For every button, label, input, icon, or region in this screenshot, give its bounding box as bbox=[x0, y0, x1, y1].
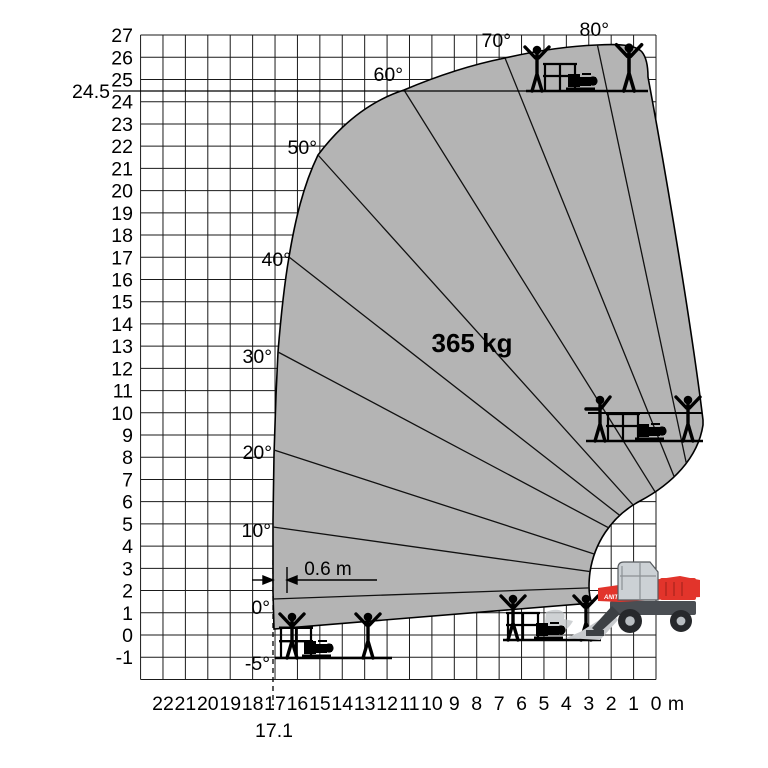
y-tick-label: 7 bbox=[122, 469, 133, 491]
boom-angle-label: 20° bbox=[243, 442, 273, 464]
x-tick-label: 9 bbox=[449, 693, 460, 715]
y-tick-label: 4 bbox=[122, 536, 133, 558]
y-tick-label: 5 bbox=[122, 514, 133, 536]
y-tick-label: 8 bbox=[122, 447, 133, 469]
x-tick-label: 16 bbox=[287, 693, 309, 715]
y-axis-ticks: 2726252423222120191817161514131211109876… bbox=[111, 25, 133, 669]
y-tick-label: 1 bbox=[122, 603, 133, 625]
x-tick-label: 18 bbox=[242, 693, 264, 715]
offset-dimension bbox=[252, 567, 377, 593]
boom-angle-label: -5° bbox=[245, 653, 270, 675]
y-tick-label: 12 bbox=[111, 358, 133, 380]
y-tick-label: 26 bbox=[111, 47, 133, 69]
x-tick-label: 14 bbox=[331, 693, 353, 715]
y-tick-label: 25 bbox=[111, 70, 133, 92]
x-tick-label: 13 bbox=[354, 693, 376, 715]
x-tick-label: 19 bbox=[219, 693, 241, 715]
y-tick-label: 21 bbox=[111, 158, 133, 180]
max-reach-label: 17.1 bbox=[255, 720, 293, 742]
x-tick-label: 8 bbox=[471, 693, 482, 715]
y-tick-label: 18 bbox=[111, 225, 133, 247]
boom-angle-label: 80° bbox=[580, 19, 610, 41]
machine-engine-cover bbox=[660, 578, 696, 600]
boom-angle-label: 70° bbox=[482, 30, 512, 52]
x-tick-label: 1 bbox=[628, 693, 639, 715]
boom-angle-label: 50° bbox=[288, 137, 318, 159]
y-tick-label: 15 bbox=[111, 292, 133, 314]
boom-angle-line bbox=[596, 44, 703, 629]
y-tick-label: 17 bbox=[111, 247, 133, 269]
x-tick-label: 0 bbox=[651, 693, 662, 715]
x-tick-label: 10 bbox=[421, 693, 443, 715]
y-tick-label: 27 bbox=[111, 25, 133, 47]
y-tick-label: 3 bbox=[122, 558, 133, 580]
max-height-label: 24.5 bbox=[72, 81, 110, 103]
x-tick-label: 20 bbox=[197, 693, 219, 715]
boom-angle-label: 0° bbox=[251, 597, 270, 619]
x-tick-label: 12 bbox=[376, 693, 398, 715]
y-tick-label: -1 bbox=[116, 647, 133, 669]
platform-bottom-left bbox=[275, 611, 392, 660]
x-tick-label: 15 bbox=[309, 693, 331, 715]
boom-angle-label: 10° bbox=[242, 520, 272, 542]
telehandler-machine: ANIT bbox=[566, 561, 700, 640]
working-envelope-area bbox=[272, 43, 704, 630]
platform-top bbox=[523, 41, 648, 93]
y-tick-label: 11 bbox=[113, 381, 133, 403]
y-tick-label: 20 bbox=[111, 181, 133, 203]
platform-centre-bottom bbox=[499, 593, 601, 642]
y-tick-label: 14 bbox=[111, 314, 133, 336]
x-axis-unit: m bbox=[668, 693, 684, 715]
y-tick-label: 16 bbox=[111, 269, 133, 291]
x-axis-ticks: 22 21 20 19 18 17 16 15 14 13 12 11 10 9 8 7 6 5 4 3 2 1 0 bbox=[152, 693, 661, 715]
y-tick-label: 2 bbox=[122, 581, 133, 603]
boom-angle-line bbox=[317, 154, 703, 629]
x-tick-label: 2 bbox=[606, 693, 617, 715]
x-tick-label: 22 bbox=[152, 693, 174, 715]
x-tick-label: 21 bbox=[175, 693, 197, 715]
y-tick-label: 24 bbox=[111, 92, 133, 114]
platform-right bbox=[584, 394, 703, 443]
dimension-arrow-left bbox=[285, 574, 298, 586]
machine-stabilizer bbox=[592, 606, 620, 634]
x-tick-label: 6 bbox=[516, 693, 527, 715]
x-tick-label: 17 bbox=[264, 693, 286, 715]
y-tick-label: 23 bbox=[111, 114, 133, 136]
boom-angle-line bbox=[288, 256, 703, 629]
x-tick-label: 5 bbox=[539, 693, 550, 715]
boom-angle-line bbox=[504, 57, 703, 629]
x-tick-label: 7 bbox=[494, 693, 505, 715]
y-tick-label: 19 bbox=[111, 203, 133, 225]
y-tick-label: 9 bbox=[122, 425, 133, 447]
machine-cab bbox=[617, 561, 659, 601]
boom-angle-label: 40° bbox=[262, 249, 292, 271]
winch-icon bbox=[300, 639, 336, 658]
y-tick-label: 6 bbox=[122, 492, 133, 514]
dimension-arrow-right bbox=[262, 574, 275, 586]
y-tick-label: 0 bbox=[122, 625, 133, 647]
boom-angle-label: 30° bbox=[243, 346, 273, 368]
y-tick-label: 10 bbox=[111, 403, 133, 425]
boom-angle-labels: -5° 0° 10° 20° 30° 40° 50° 60° 70° 80° bbox=[242, 19, 610, 675]
x-tick-label: 3 bbox=[583, 693, 594, 715]
x-tick-label: 4 bbox=[561, 693, 572, 715]
y-tick-label: 22 bbox=[111, 136, 133, 158]
x-tick-label: 11 bbox=[399, 693, 419, 715]
offset-label: 0.6 m bbox=[304, 559, 352, 580]
capacity-label: 365 kg bbox=[432, 328, 513, 358]
y-tick-label: 13 bbox=[111, 336, 133, 358]
boom-angle-label: 60° bbox=[374, 64, 404, 86]
machine-brand-text: ANIT bbox=[603, 595, 619, 601]
